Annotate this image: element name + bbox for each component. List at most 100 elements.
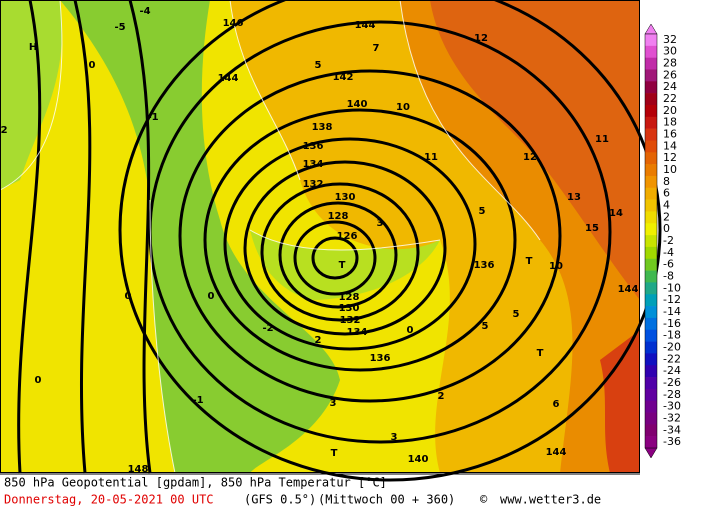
colorbar-swatch <box>645 436 657 449</box>
contour-label: 134 <box>303 159 324 170</box>
colorbar-label: 28 <box>663 57 677 70</box>
contour-label: 7 <box>373 43 380 54</box>
colorbar-swatch <box>645 353 657 366</box>
colorbar-swatch <box>645 246 657 260</box>
colorbar-swatch <box>645 317 657 331</box>
colorbar-label: -22 <box>663 352 681 365</box>
colorbar: 32302826242220181614121086420-2-4-6-8-10… <box>644 23 681 459</box>
colorbar-label: -8 <box>663 269 674 282</box>
contour-label: 3 <box>391 432 398 443</box>
contour-label: 142 <box>333 72 354 83</box>
run: (Mittwoch 00 + 360) <box>318 493 455 507</box>
colorbar-arrow <box>644 447 658 459</box>
map <box>0 0 662 482</box>
colorbar-swatch <box>645 211 657 224</box>
contour-label: 0 <box>89 60 96 71</box>
contour-label: 10 <box>396 102 410 113</box>
colorbar-label: 12 <box>663 151 677 164</box>
website: www.wetter3.de <box>500 493 601 507</box>
colorbar-label: -26 <box>663 376 681 389</box>
contour-label: 144 <box>618 284 639 295</box>
colorbar-label: -28 <box>663 388 681 401</box>
contour-label: 3 <box>330 398 337 409</box>
contour-label: 12 <box>523 152 537 163</box>
contour-label: 136 <box>370 353 391 364</box>
colorbar-label: -18 <box>663 329 681 342</box>
colorbar-label: -12 <box>663 293 681 306</box>
colorbar-swatch <box>645 116 657 129</box>
contour-label: 12 <box>474 33 488 44</box>
colorbar-label: 4 <box>663 199 670 212</box>
colorbar-swatch <box>645 164 657 177</box>
contour-label: T <box>526 256 533 267</box>
contour-label: 146 <box>223 18 244 29</box>
contour-label: 2 <box>438 391 445 402</box>
contour-label: 0 <box>35 375 42 386</box>
contour-label: 3 <box>377 218 384 229</box>
colorbar-swatch <box>645 57 657 70</box>
map-border <box>0 0 640 473</box>
colorbar-label: 8 <box>663 175 670 188</box>
colorbar-label: 0 <box>663 222 670 235</box>
temperature-field <box>430 0 640 300</box>
contour-label: 136 <box>303 141 324 152</box>
contour-label: 11 <box>595 134 609 145</box>
temperature-isolines <box>0 0 541 474</box>
contour-label: 144 <box>355 20 376 31</box>
contour-label: 5 <box>482 321 489 332</box>
colorbar-label: -10 <box>663 281 681 294</box>
colorbar-label: 24 <box>663 80 677 93</box>
colorbar-label: 6 <box>663 187 670 200</box>
colorbar-label: 18 <box>663 116 677 129</box>
temperature-field <box>600 330 640 473</box>
contour-label: 13 <box>567 192 581 203</box>
colorbar-label: 14 <box>663 139 677 152</box>
contour-label: T <box>331 448 338 459</box>
colorbar-swatch <box>645 93 657 106</box>
colorbar-swatch <box>645 424 657 437</box>
contour-label: 5 <box>513 309 520 320</box>
colorbar-swatch <box>645 282 657 295</box>
contour-label: 130 <box>335 192 356 203</box>
contour-label: 128 <box>328 211 349 222</box>
colorbar-swatch <box>645 341 657 354</box>
contour-label: 5 <box>315 60 322 71</box>
colorbar-label: -6 <box>663 258 674 271</box>
colorbar-label: -32 <box>663 411 681 424</box>
colorbar-swatch <box>645 104 657 118</box>
copyright: © <box>480 493 488 507</box>
contour-label: 2 <box>315 335 322 346</box>
contour-label: T <box>339 260 346 271</box>
contour-label: 126 <box>337 231 358 242</box>
colorbar-swatch <box>645 294 657 307</box>
colorbar-arrow <box>644 23 658 35</box>
contour-label: -5 <box>114 22 125 33</box>
contour-label: -1 <box>147 112 158 123</box>
contour-label: 132 <box>303 179 324 190</box>
model: (GFS 0.5°) <box>244 493 316 507</box>
colorbar-label: -2 <box>663 234 674 247</box>
colorbar-label: 26 <box>663 68 677 81</box>
contour-label: 128 <box>339 292 360 303</box>
colorbar-swatch <box>645 81 657 94</box>
colorbar-swatch <box>645 412 657 425</box>
colorbar-label: 2 <box>663 210 670 223</box>
contour-label: 136 <box>474 260 495 271</box>
contour-label: 0 <box>407 325 414 336</box>
geopotential-contours <box>17 0 662 482</box>
colorbar-swatch <box>645 365 657 378</box>
colorbar-swatch <box>645 329 657 342</box>
contour-label: H <box>29 42 37 53</box>
colorbar-swatch <box>645 69 657 82</box>
contour-label: 10 <box>549 261 563 272</box>
contour-label: 0 <box>125 291 132 302</box>
colorbar-label: -20 <box>663 340 681 353</box>
colorbar-label: -24 <box>663 364 681 377</box>
contour-label: 132 <box>340 315 361 326</box>
colorbar-label: -34 <box>663 423 681 436</box>
colorbar-swatch <box>645 377 657 390</box>
colorbar-swatch <box>645 306 657 319</box>
colorbar-swatch <box>645 187 657 200</box>
